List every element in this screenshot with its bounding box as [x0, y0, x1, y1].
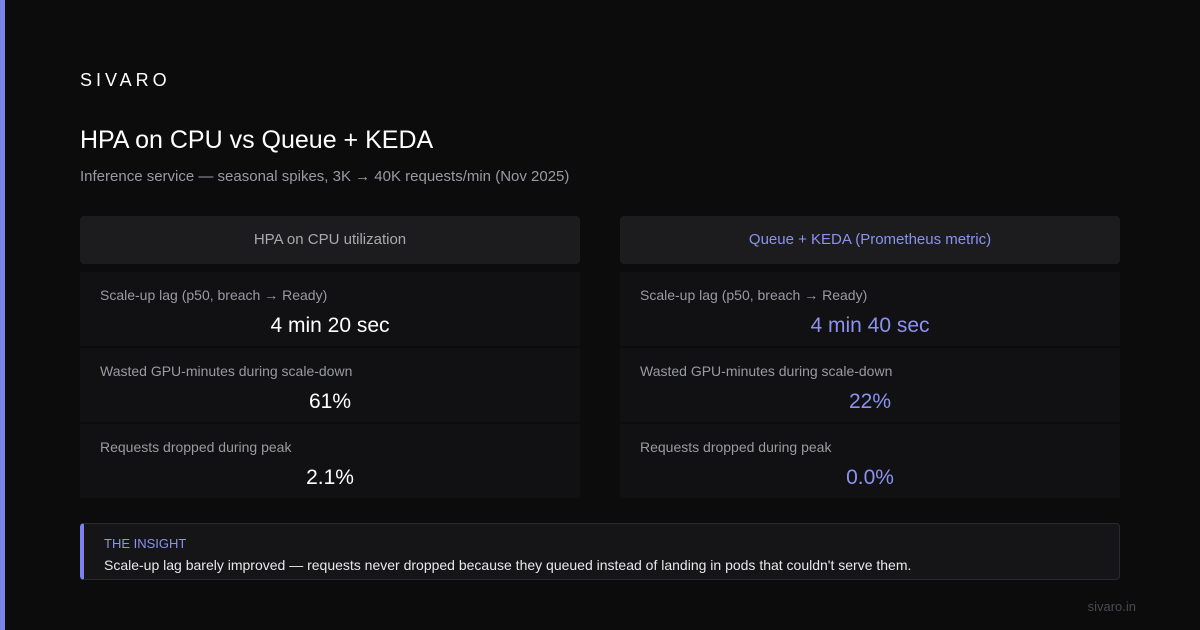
- metric-value: 22%: [848, 390, 892, 413]
- metric-row: Wasted GPU-minutes during scale-down 22%: [620, 348, 1120, 422]
- metric-row: Scale-up lag (p50, breach → Ready) 4 min …: [620, 272, 1120, 346]
- metric-value: 4 min 20 sec: [270, 314, 390, 337]
- column-heading: HPA on CPU utilization: [80, 216, 580, 264]
- column: Queue + KEDA (Prometheus metric) Scale-up…: [620, 216, 1120, 500]
- brand: SIVARO: [80, 70, 171, 90]
- column: HPA on CPU utilization Scale-up lag (p50,…: [80, 216, 580, 500]
- metric-row: Scale-up lag (p50, breach → Ready) 4 min …: [80, 272, 580, 346]
- metric-value: 4 min 40 sec: [810, 314, 930, 337]
- footer: sivaro.in: [1087, 599, 1136, 614]
- metric-value: 0.0%: [846, 466, 894, 489]
- metric-value: 61%: [308, 390, 352, 413]
- column-heading: Queue + KEDA (Prometheus metric): [620, 216, 1120, 264]
- metric-label: Wasted GPU-minutes during scale-down: [100, 363, 353, 379]
- title: HPA on CPU vs Queue + KEDA: [80, 126, 434, 154]
- insight-label: THE INSIGHT: [104, 536, 187, 551]
- subtitle: Inference service — seasonal spikes, 3K …: [80, 168, 570, 185]
- metric-value: 2.1%: [306, 466, 354, 489]
- metric-label: Scale-up lag (p50, breach → Ready): [640, 287, 868, 303]
- insight: THE INSIGHT Scale-up lag barely improved…: [80, 523, 1120, 580]
- metric-label: Requests dropped during peak: [100, 439, 292, 455]
- metric-label: Scale-up lag (p50, breach → Ready): [100, 287, 328, 303]
- metric-row: Wasted GPU-minutes during scale-down 61%: [80, 348, 580, 422]
- metric-label: Wasted GPU-minutes during scale-down: [640, 363, 893, 379]
- insight-text: Scale-up lag barely improved — requests …: [104, 557, 912, 573]
- metric-label: Requests dropped during peak: [640, 439, 832, 455]
- metric-row: Requests dropped during peak 2.1%: [80, 424, 580, 498]
- metric-row: Requests dropped during peak 0.0%: [620, 424, 1120, 498]
